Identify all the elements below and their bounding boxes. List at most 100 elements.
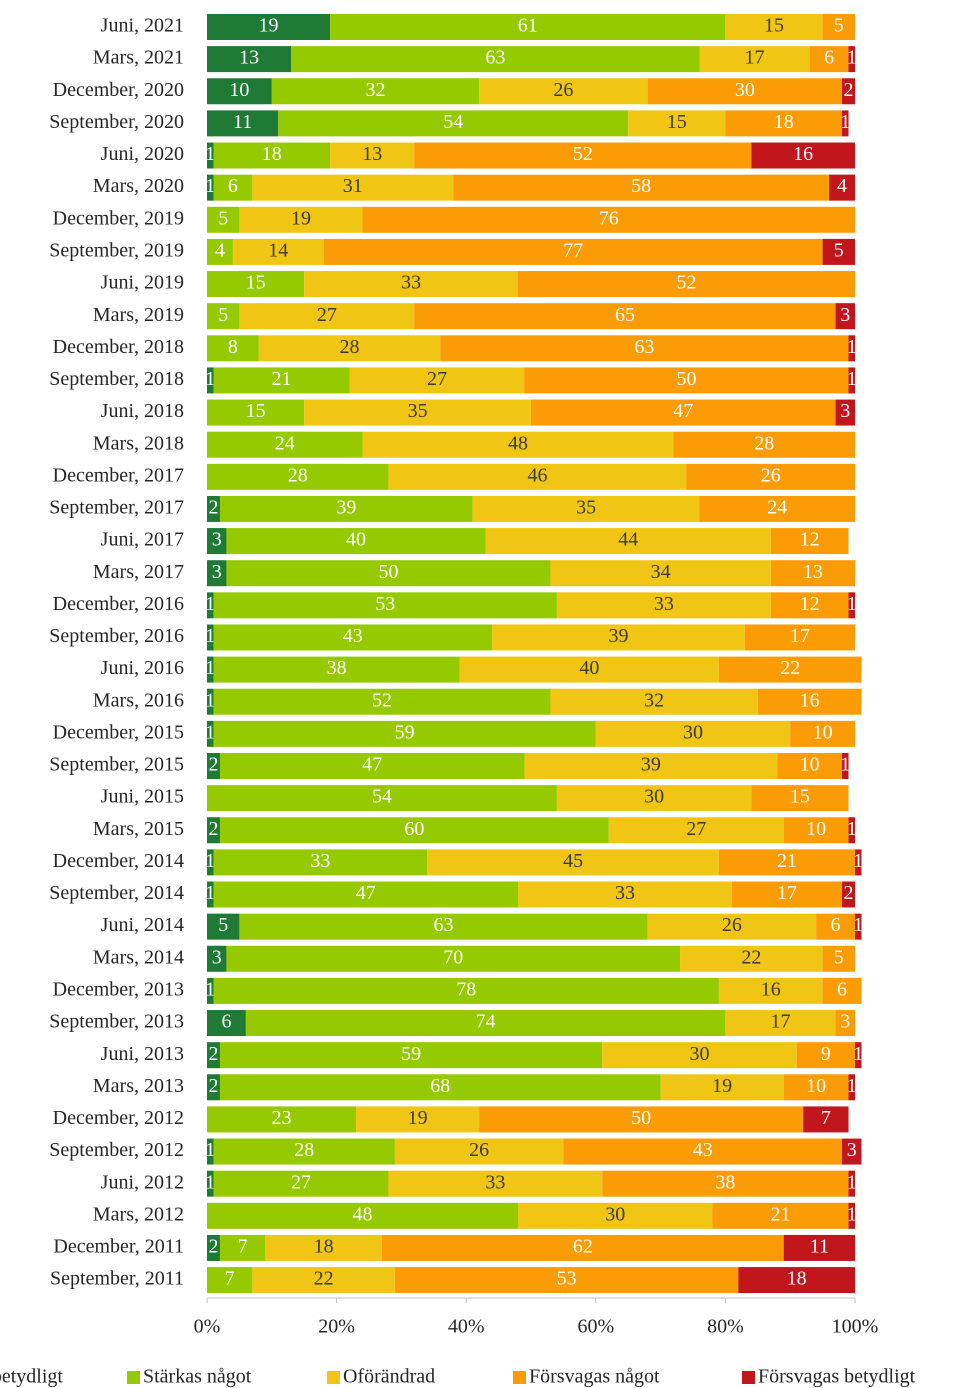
data-label: 1 xyxy=(847,1075,857,1097)
bar-segment xyxy=(207,495,220,522)
bar-segment xyxy=(518,271,855,298)
y-tick-label: Juni, 2013 xyxy=(101,1043,184,1065)
bar-segment xyxy=(207,1010,246,1037)
bar-segment xyxy=(219,495,473,522)
data-label: 19 xyxy=(712,1075,732,1097)
bar-segment xyxy=(770,560,855,587)
bar-segment xyxy=(524,367,849,394)
bar-segment xyxy=(472,495,700,522)
data-label: 5 xyxy=(218,304,228,326)
legend-label: Försvagas betydligt xyxy=(758,1366,916,1388)
data-label: 2 xyxy=(208,497,218,519)
data-label: 19 xyxy=(408,1107,428,1129)
legend-label: Försvagas något xyxy=(529,1366,660,1388)
data-label: 33 xyxy=(615,882,635,904)
data-label: 28 xyxy=(340,336,360,358)
data-label: 5 xyxy=(834,15,844,37)
bar-segment xyxy=(718,849,855,876)
data-label: 22 xyxy=(780,657,800,679)
data-label: 1 xyxy=(847,368,857,390)
data-label: 26 xyxy=(553,79,573,101)
bar-segment xyxy=(757,688,862,715)
bar-segment xyxy=(330,14,726,40)
bar-segment xyxy=(855,849,862,876)
bar-segment xyxy=(822,238,855,265)
bar-segment xyxy=(207,142,214,169)
y-tick-label: December, 2020 xyxy=(53,79,184,101)
bar-segment xyxy=(848,817,855,844)
y-tick-label: Juni, 2012 xyxy=(101,1171,184,1193)
data-label: 40 xyxy=(579,657,599,679)
bar-segment xyxy=(381,1234,784,1261)
data-label: 13 xyxy=(239,47,259,69)
data-label: 1 xyxy=(847,1171,857,1193)
y-tick-label: September, 2020 xyxy=(49,111,184,133)
y-tick-label: September, 2012 xyxy=(49,1139,184,1161)
bar-segment xyxy=(219,1234,266,1261)
data-label: 52 xyxy=(677,272,697,294)
data-label: 47 xyxy=(356,882,376,904)
bar-segment xyxy=(207,656,214,683)
data-label: 33 xyxy=(310,850,330,872)
data-label: 52 xyxy=(372,689,392,711)
bar-segment xyxy=(809,46,849,73)
data-label: 3 xyxy=(840,400,850,422)
data-label: 1 xyxy=(847,818,857,840)
bar-segment xyxy=(647,913,817,940)
bar-segment xyxy=(213,688,551,715)
y-tick-label: Juni, 2021 xyxy=(101,15,184,37)
data-label: 43 xyxy=(693,1139,713,1161)
bar-segment xyxy=(822,977,862,1004)
bar-segment xyxy=(686,463,855,490)
data-label: 1 xyxy=(205,1139,215,1161)
data-label: 10 xyxy=(800,754,820,776)
bar-segment xyxy=(330,142,415,169)
bar-segment xyxy=(207,78,272,105)
bar-segment xyxy=(323,238,823,265)
data-label: 48 xyxy=(353,1203,373,1225)
data-label: 65 xyxy=(615,304,635,326)
bar-segment xyxy=(783,1074,849,1101)
bar-segment xyxy=(207,849,214,876)
data-label: 1 xyxy=(205,721,215,743)
bar-segment xyxy=(207,1042,220,1069)
bar-segment xyxy=(207,913,240,940)
bar-segment xyxy=(479,1106,804,1133)
bar-segment xyxy=(479,78,648,105)
bar-segment xyxy=(394,1267,739,1294)
bar-segment xyxy=(213,142,331,169)
legend-swatch xyxy=(327,1371,340,1384)
data-label: 17 xyxy=(770,1011,790,1033)
y-tick-label: Juni, 2014 xyxy=(101,914,184,936)
bar-segment xyxy=(207,560,227,587)
data-label: 39 xyxy=(336,497,356,519)
y-tick-label: Mars, 2020 xyxy=(93,175,184,197)
bar-segment xyxy=(304,399,531,426)
bar-segment xyxy=(647,78,843,105)
bar-segment xyxy=(207,303,240,330)
bar-segment xyxy=(304,271,519,298)
bar-segment xyxy=(816,913,855,940)
data-label: 76 xyxy=(599,207,619,229)
bar-segment xyxy=(207,431,363,458)
bar-segment xyxy=(602,1042,797,1069)
data-label: 22 xyxy=(741,946,761,968)
bar-segment xyxy=(770,592,849,619)
data-label: 47 xyxy=(673,400,693,422)
data-label: 2 xyxy=(208,818,218,840)
bar-segment xyxy=(628,110,726,137)
bar-segment xyxy=(712,1202,849,1229)
bar-segment xyxy=(239,206,363,233)
bar-segment xyxy=(207,1106,357,1133)
data-label: 10 xyxy=(229,79,249,101)
bar-segment xyxy=(492,624,745,651)
x-tick-label: 40% xyxy=(448,1316,485,1338)
bar-segment xyxy=(207,271,305,298)
data-label: 45 xyxy=(563,850,583,872)
data-label: 17 xyxy=(745,47,765,69)
data-label: 18 xyxy=(787,1268,807,1290)
bar-segment xyxy=(485,528,771,555)
x-tick-label: 100% xyxy=(832,1316,879,1338)
y-tick-label: December, 2017 xyxy=(53,464,184,486)
bar-segment xyxy=(291,46,700,73)
